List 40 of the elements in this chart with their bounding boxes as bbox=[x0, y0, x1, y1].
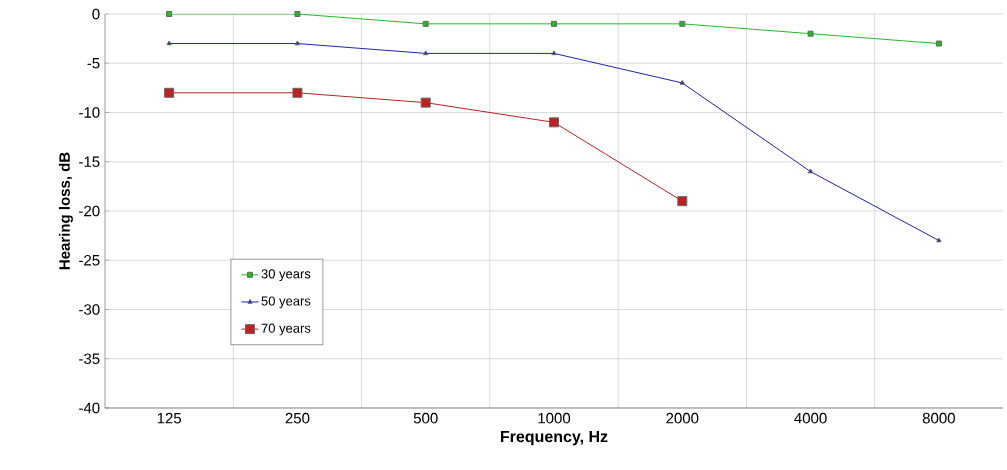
point bbox=[807, 30, 814, 37]
y-tick-label: -15 bbox=[79, 156, 100, 167]
legend-label: 50 years bbox=[261, 296, 311, 309]
y-tick-label: 0 bbox=[92, 8, 100, 20]
point bbox=[166, 11, 173, 17]
x-axis-title: Frequency, Hz bbox=[500, 431, 608, 446]
point bbox=[294, 40, 301, 46]
point bbox=[677, 196, 688, 207]
x-tick-label: 250 bbox=[285, 412, 310, 424]
y-tick-label: -10 bbox=[79, 107, 100, 118]
point bbox=[292, 87, 303, 98]
y-tick-label: -40 bbox=[79, 402, 100, 414]
point bbox=[423, 50, 429, 56]
point bbox=[551, 50, 557, 56]
x-tick-label: 500 bbox=[413, 412, 438, 424]
y-tick-label: -20 bbox=[79, 205, 100, 217]
point bbox=[294, 11, 301, 17]
legend-label: 30 years bbox=[261, 269, 311, 281]
y-tick-label: -5 bbox=[87, 58, 100, 69]
point bbox=[679, 20, 686, 27]
x-tick-label: 125 bbox=[157, 412, 182, 424]
point bbox=[936, 237, 942, 243]
point bbox=[679, 79, 685, 85]
legend-label: 70 years bbox=[261, 323, 311, 336]
y-tick-label: -30 bbox=[79, 304, 100, 315]
point bbox=[166, 40, 172, 46]
point bbox=[549, 117, 559, 128]
x-tick-label: 8000 bbox=[922, 412, 955, 424]
point bbox=[420, 97, 431, 108]
x-tick-label: 2000 bbox=[666, 412, 699, 424]
x-tick-label: 1000 bbox=[538, 412, 571, 424]
y-tick-label: -35 bbox=[79, 353, 100, 365]
y-axis-title: Hearing loss, dB bbox=[58, 152, 73, 270]
point bbox=[422, 20, 429, 27]
point bbox=[807, 168, 814, 174]
point bbox=[551, 20, 557, 27]
y-tick-label: -25 bbox=[79, 254, 100, 266]
point bbox=[935, 40, 942, 47]
point bbox=[164, 87, 175, 98]
x-tick-label: 4000 bbox=[794, 412, 827, 424]
